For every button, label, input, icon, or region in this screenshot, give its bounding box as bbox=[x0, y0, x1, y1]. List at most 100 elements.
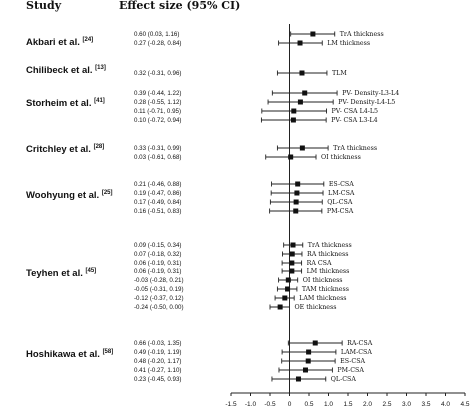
study-group: Critchley et al. [28] 0.33 (-0.31, 0.99) T… bbox=[26, 144, 377, 161]
effect-point bbox=[299, 145, 305, 151]
effect-size-text: 0.66 (-0.03, 1.35) bbox=[134, 340, 181, 347]
x-tick-label: 3.5 bbox=[421, 401, 430, 408]
outcome-label: PV- CSA L4-L5 bbox=[332, 108, 379, 115]
study-reference: [25] bbox=[102, 190, 113, 196]
outcome-label: RA-CSA bbox=[347, 340, 373, 347]
outcome-label: LM thickness bbox=[307, 268, 350, 275]
outcome-label: RA thickness bbox=[307, 251, 348, 258]
x-tick-label: 2.5 bbox=[382, 401, 391, 408]
study-reference: [13] bbox=[95, 65, 106, 71]
outcome-label: PM-CSA bbox=[337, 367, 364, 374]
outcome-label: OI thickness bbox=[303, 277, 343, 284]
effect-point bbox=[295, 181, 301, 187]
study-group: Hoshikawa et al. [58] 0.66 (-0.03, 1.35) R… bbox=[26, 340, 373, 383]
outcome-label: LM-CSA bbox=[328, 190, 355, 197]
outcome-label: ES-CSA bbox=[340, 358, 365, 365]
effect-size-text: 0.07 (-0.18, 0.32) bbox=[134, 251, 181, 258]
effect-point bbox=[293, 199, 299, 205]
effect-point bbox=[289, 251, 295, 257]
outcome-label: PV- Density-L3-L4 bbox=[342, 90, 399, 97]
effect-size-text: 0.39 (-0.44, 1.22) bbox=[134, 90, 181, 97]
effect-point bbox=[290, 242, 296, 248]
outcome-label: LM thickness bbox=[327, 40, 370, 47]
effect-point bbox=[299, 70, 305, 76]
effect-size-text: 0.09 (-0.15, 0.34) bbox=[134, 242, 181, 249]
effect-point bbox=[306, 349, 312, 355]
effect-size-text: 0.03 (-0.61, 0.68) bbox=[134, 154, 181, 161]
study-reference: [24] bbox=[83, 37, 94, 43]
x-tick-label: 1.5 bbox=[343, 401, 352, 408]
effect-size-text: -0.24 (-0.50, 0.00) bbox=[134, 304, 184, 311]
effect-size-text: 0.48 (-0.20, 1.17) bbox=[134, 358, 181, 365]
header-study: Study bbox=[26, 0, 62, 12]
outcome-label: PV- CSA L3-L4 bbox=[331, 117, 378, 124]
outcome-label: PM-CSA bbox=[327, 208, 354, 215]
outcome-label: OI thickness bbox=[321, 154, 361, 161]
study-group: Teyhen et al. [45] 0.09 (-0.15, 0.34) TrA … bbox=[26, 242, 352, 311]
effect-point bbox=[291, 108, 297, 114]
x-tick-label: 4.0 bbox=[441, 401, 450, 408]
effect-point bbox=[277, 304, 283, 310]
x-tick-label: -0.5 bbox=[264, 401, 276, 408]
x-tick-label: -1.5 bbox=[225, 401, 237, 408]
effect-point bbox=[282, 295, 288, 301]
effect-size-text: 0.19 (-0.47, 0.86) bbox=[134, 190, 181, 197]
study-group: Chilibeck et al. [13] 0.32 (-0.31, 0.96) T… bbox=[26, 65, 347, 77]
effect-point bbox=[285, 286, 291, 292]
x-tick-label: 4.5 bbox=[460, 401, 469, 408]
outcome-label: QL-CSA bbox=[327, 199, 353, 206]
effect-point bbox=[295, 376, 301, 382]
outcome-label: LAM-CSA bbox=[341, 349, 372, 356]
effect-size-text: 0.60 (0.03, 1.16) bbox=[134, 31, 179, 38]
effect-point bbox=[288, 154, 294, 160]
outcome-label: OE thickness bbox=[295, 304, 337, 311]
outcome-label: TAM thickness bbox=[302, 286, 349, 293]
effect-size-text: 0.06 (-0.19, 0.31) bbox=[134, 260, 181, 267]
header-effect: Effect size (95% CI) bbox=[119, 0, 240, 12]
effect-point bbox=[285, 277, 291, 283]
effect-size-text: 0.23 (-0.45, 0.93) bbox=[134, 376, 181, 383]
study-reference: [58] bbox=[103, 349, 114, 355]
effect-point bbox=[310, 31, 316, 37]
effect-point bbox=[302, 90, 308, 96]
outcome-label: TrA thickness bbox=[308, 242, 352, 249]
effect-point bbox=[297, 40, 303, 46]
outcome-label: LAM thickness bbox=[299, 295, 346, 302]
effect-point bbox=[294, 190, 300, 196]
outcome-label: TLM bbox=[332, 70, 347, 77]
study-reference: [41] bbox=[94, 98, 105, 104]
effect-size-text: 0.11 (-0.71, 0.95) bbox=[134, 108, 181, 115]
outcome-label: PV- Density-L4-L5 bbox=[338, 99, 395, 106]
study-name: Critchley et al. [28] bbox=[26, 144, 104, 155]
study-name: Hoshikawa et al. [58] bbox=[26, 349, 113, 360]
x-tick-label: -1.0 bbox=[245, 401, 257, 408]
x-tick-label: 3.0 bbox=[402, 401, 411, 408]
effect-size-text: 0.28 (-0.55, 1.12) bbox=[134, 99, 181, 106]
effect-size-text: 0.27 (-0.28, 0.84) bbox=[134, 40, 181, 47]
study-name: Storheim et al. [41] bbox=[26, 98, 105, 109]
study-group: Akbari et al. [24] 0.60 (0.03, 1.16) TrA t… bbox=[26, 31, 384, 48]
study-name: Chilibeck et al. [13] bbox=[26, 65, 106, 76]
studies-group: Akbari et al. [24] 0.60 (0.03, 1.16) TrA t… bbox=[26, 31, 399, 383]
effect-size-text: -0.12 (-0.37, 0.12) bbox=[134, 295, 184, 302]
study-name: Teyhen et al. [45] bbox=[26, 268, 96, 279]
effect-size-text: 0.21 (-0.46, 0.88) bbox=[134, 181, 181, 188]
effect-point bbox=[289, 268, 295, 274]
x-tick-label: 0 bbox=[288, 401, 292, 408]
study-reference: [28] bbox=[94, 144, 105, 150]
x-tick-label: 2.0 bbox=[363, 401, 372, 408]
effect-point bbox=[297, 99, 303, 105]
outcome-label: QL-CSA bbox=[331, 376, 357, 383]
effect-size-text: 0.16 (-0.51, 0.83) bbox=[134, 208, 181, 215]
effect-size-text: 0.06 (-0.19, 0.31) bbox=[134, 268, 181, 275]
effect-size-text: 0.49 (-0.19, 1.19) bbox=[134, 349, 181, 356]
effect-size-text: 0.10 (-0.72, 0.94) bbox=[134, 117, 181, 124]
study-reference: [45] bbox=[85, 268, 96, 274]
effect-point bbox=[289, 260, 295, 266]
study-group: Woohyung et al. [25] 0.21 (-0.46, 0.88) ES… bbox=[26, 181, 355, 215]
study-name: Woohyung et al. [25] bbox=[26, 190, 113, 201]
effect-size-text: -0.03 (-0.28, 0.21) bbox=[134, 277, 184, 284]
x-axis: -1.5 -1.0 -0.5 0 0.5 1.0 1.5 2.0 2.5 3.0 3.5 4.0 4.5 bbox=[225, 392, 470, 408]
effect-point bbox=[290, 117, 296, 123]
